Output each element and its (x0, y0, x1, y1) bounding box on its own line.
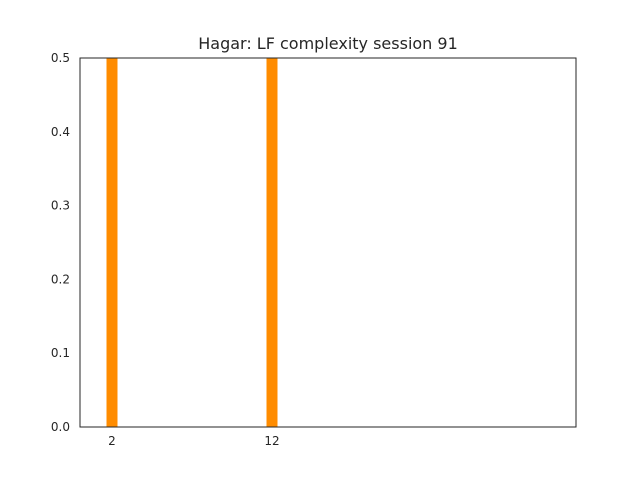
x-tick-label: 2 (108, 434, 116, 448)
chart-title: Hagar: LF complexity session 91 (198, 34, 458, 53)
y-tick-label: 0.3 (51, 199, 70, 213)
y-tick-label: 0.0 (51, 420, 70, 434)
bars-group (106, 58, 278, 427)
y-axis-ticks: 0.0 0.1 0.2 0.3 0.4 0.5 (51, 51, 70, 434)
bar-2 (106, 58, 118, 427)
x-tick-label: 12 (264, 434, 279, 448)
y-tick-label: 0.2 (51, 272, 70, 286)
y-tick-label: 0.5 (51, 51, 70, 65)
x-axis-ticks: 2 12 (108, 434, 279, 448)
y-tick-label: 0.4 (51, 125, 70, 139)
plot-frame (79, 57, 577, 428)
bar-12 (266, 58, 278, 427)
y-tick-label: 0.1 (51, 346, 70, 360)
